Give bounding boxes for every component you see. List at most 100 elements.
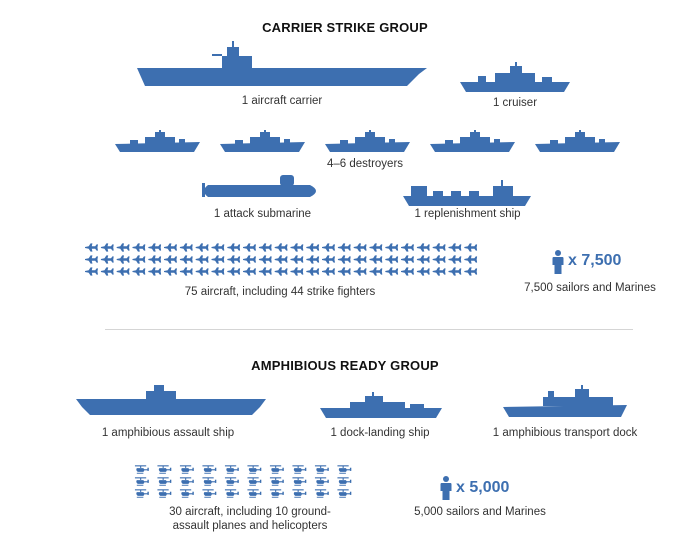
jet-icon — [164, 255, 177, 264]
jet-icon — [258, 243, 272, 252]
jet-icon — [353, 267, 367, 276]
jet-icon — [337, 243, 351, 252]
jet-icon — [148, 255, 162, 264]
carrier-personnel-label: 7,500 sailors and Marines — [524, 282, 656, 294]
amphibious-aircraft-grid — [134, 465, 352, 498]
dock-landing-label: 1 dock-landing ship — [330, 427, 430, 439]
cruiser-icon — [460, 62, 570, 92]
jet-icon — [132, 255, 146, 264]
amphibious-aircraft-label-line2: assault planes and helicopters — [172, 520, 328, 532]
jet-icon — [227, 243, 241, 252]
helicopter-icon — [157, 465, 172, 474]
helicopter-icon — [337, 489, 352, 498]
helicopter-icon — [292, 465, 307, 474]
jet-icon — [464, 255, 478, 264]
helicopter-icon — [134, 477, 149, 486]
jet-icon — [385, 255, 399, 264]
jet-icon — [100, 255, 114, 264]
jet-icon — [85, 243, 98, 252]
helicopter-icon — [314, 465, 329, 474]
jet-icon — [227, 255, 241, 264]
helicopter-icon — [269, 477, 284, 486]
amphibious-assault-ship-icon — [76, 385, 266, 415]
jet-icon — [179, 243, 193, 252]
destroyer-icon — [535, 130, 620, 152]
jet-icon — [100, 243, 114, 252]
jet-icon — [179, 267, 193, 276]
jet-icon — [401, 255, 414, 264]
helicopter-icon — [224, 477, 239, 486]
submarine-label: 1 attack submarine — [213, 208, 312, 220]
amphibious-aircraft-label-line1: 30 aircraft, including 10 ground- — [169, 506, 331, 518]
amphibious-group-title: AMPHIBIOUS READY GROUP — [251, 358, 439, 373]
helicopter-icon — [202, 489, 217, 498]
jet-icon — [211, 267, 225, 276]
destroyer-icon — [220, 130, 305, 152]
helicopter-icon — [337, 465, 352, 474]
transport-dock-icon — [503, 385, 627, 417]
assault-ship-label: 1 amphibious assault ship — [101, 427, 235, 439]
jet-icon — [369, 267, 383, 276]
jet-icon — [432, 255, 446, 264]
jet-icon — [179, 255, 193, 264]
helicopter-icon — [134, 465, 149, 474]
jet-icon — [258, 255, 272, 264]
carrier-group-title: CARRIER STRIKE GROUP — [262, 20, 428, 35]
helicopter-icon — [314, 477, 329, 486]
jet-icon — [306, 243, 320, 252]
jet-icon — [195, 255, 209, 264]
destroyer-icon — [325, 130, 410, 152]
helicopter-icon — [179, 477, 194, 486]
jet-icon — [290, 267, 304, 276]
helicopter-icon — [202, 465, 217, 474]
transport-dock-label: 1 amphibious transport dock — [492, 427, 638, 439]
person-icon — [552, 250, 564, 274]
helicopter-icon — [314, 489, 329, 498]
jet-icon — [211, 243, 225, 252]
helicopter-icon — [157, 477, 172, 486]
jet-icon — [116, 255, 130, 264]
jet-icon — [385, 267, 399, 276]
jet-icon — [148, 243, 162, 252]
helicopter-icon — [224, 489, 239, 498]
replenishment-ship-icon — [403, 180, 531, 206]
jet-icon — [432, 267, 446, 276]
jet-icon — [148, 267, 162, 276]
destroyer-icon — [430, 130, 515, 152]
jet-icon — [401, 243, 414, 252]
person-icon — [440, 476, 452, 500]
jet-icon — [322, 255, 335, 264]
helicopter-icon — [179, 489, 194, 498]
jet-icon — [369, 243, 383, 252]
jet-icon — [100, 267, 114, 276]
amphibious-personnel-label: 5,000 sailors and Marines — [414, 506, 546, 518]
amphibious-personnel-count: x 5,000 — [456, 479, 510, 496]
jet-icon — [132, 243, 146, 252]
jet-icon — [164, 243, 177, 252]
helicopter-icon — [202, 477, 217, 486]
jet-icon — [385, 243, 399, 252]
jet-icon — [274, 255, 288, 264]
replenishment-label: 1 replenishment ship — [414, 208, 521, 220]
section-divider — [105, 329, 633, 330]
jet-icon — [85, 267, 98, 276]
helicopter-icon — [179, 465, 194, 474]
jet-icon — [306, 255, 320, 264]
jet-icon — [132, 267, 146, 276]
jet-icon — [116, 267, 130, 276]
jet-icon — [195, 243, 209, 252]
jet-icon — [290, 255, 304, 264]
helicopter-icon — [247, 465, 262, 474]
helicopter-icon — [269, 465, 284, 474]
jet-icon — [322, 243, 335, 252]
jet-icon — [353, 243, 367, 252]
jet-icon — [416, 267, 430, 276]
jet-icon — [337, 255, 351, 264]
helicopter-icon — [292, 477, 307, 486]
helicopter-icon — [292, 489, 307, 498]
jet-icon — [432, 243, 446, 252]
helicopter-icon — [269, 489, 284, 498]
jet-icon — [448, 255, 462, 264]
helicopter-icon — [134, 489, 149, 498]
jet-icon — [227, 267, 241, 276]
